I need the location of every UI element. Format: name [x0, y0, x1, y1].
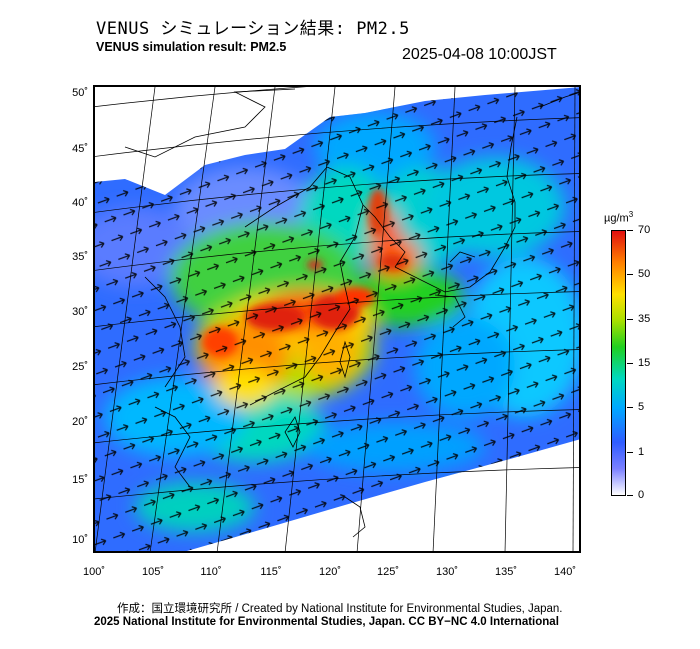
chart-title-english: VENUS simulation result: PM2.5 [96, 40, 287, 54]
pm25-map [95, 87, 581, 553]
legend-value-1: 1 [638, 446, 645, 458]
lon-label-100: 100˚ [82, 566, 106, 578]
pm25-map-canvas [95, 87, 581, 553]
legend-value-50: 50 [638, 268, 651, 280]
pm25-concentration-field [95, 87, 581, 553]
lon-label-140: 140˚ [553, 566, 577, 578]
graticule [95, 87, 581, 553]
lat-label-20: 20˚ [72, 416, 88, 428]
lat-label-35: 35˚ [72, 251, 88, 263]
legend-value-15: 15 [638, 357, 651, 369]
legend-value-35: 35 [638, 313, 651, 325]
lat-label-10: 10˚ [72, 534, 88, 546]
credit-line: 作成：国立環境研究所 / Created by National Institu… [117, 603, 563, 615]
lon-label-120: 120˚ [318, 566, 342, 578]
legend-tick [627, 274, 633, 275]
legend-tick [627, 452, 633, 453]
lat-label-25: 25˚ [72, 361, 88, 373]
lat-label-30: 30˚ [72, 306, 88, 318]
legend-tick [627, 363, 633, 364]
lat-label-50: 50˚ [72, 87, 88, 99]
lon-label-105: 105˚ [141, 566, 165, 578]
legend-unit: µg/m3 [604, 210, 633, 225]
copyright-line: 2025 National Institute for Environmenta… [94, 616, 559, 628]
lon-label-125: 125˚ [376, 566, 400, 578]
lon-label-130: 130˚ [435, 566, 459, 578]
lon-label-135: 135˚ [494, 566, 518, 578]
legend-tick [627, 495, 633, 496]
lat-label-45: 45˚ [72, 143, 88, 155]
legend-tick [627, 319, 633, 320]
legend-value-5: 5 [638, 401, 645, 413]
legend-tick [627, 230, 633, 231]
chart-title-japanese: VENUS シミュレーション結果: PM2.5 [96, 19, 410, 39]
legend-unit-superscript: 3 [628, 210, 634, 219]
lon-label-110: 110˚ [200, 566, 222, 578]
legend-unit-text: µg/m [604, 212, 629, 225]
color-legend: µg/m3 70 50 35 15 5 1 0 [604, 208, 664, 508]
forecast-timestamp: 2025-04-08 10:00JST [402, 46, 557, 63]
coastlines [124, 88, 581, 538]
lat-label-40: 40˚ [72, 197, 88, 209]
legend-value-0: 0 [638, 489, 645, 501]
legend-color-bar [611, 230, 626, 496]
legend-tick [627, 407, 633, 408]
lon-label-115: 115˚ [260, 566, 282, 578]
lat-label-15: 15˚ [72, 474, 88, 486]
legend-value-70: 70 [638, 224, 651, 236]
